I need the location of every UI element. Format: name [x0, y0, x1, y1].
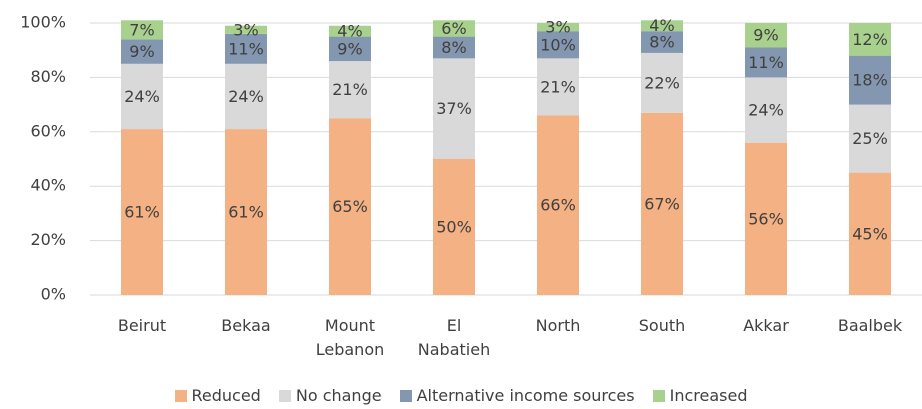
data-label: 11%	[228, 39, 264, 58]
data-label: 24%	[124, 87, 160, 106]
data-label: 12%	[852, 30, 888, 49]
y-tick-label: 20%	[30, 230, 66, 249]
y-tick-label: 0%	[41, 285, 66, 304]
bar-segment	[849, 23, 891, 56]
bar-segment	[121, 63, 163, 130]
bar-segment	[433, 36, 475, 59]
data-label: 11%	[748, 53, 784, 72]
bar-segment	[849, 55, 891, 105]
bar-segment	[641, 31, 683, 53]
bar-segment	[329, 36, 371, 62]
bar-segment	[121, 129, 163, 295]
legend-swatch	[174, 389, 187, 402]
legend-label: Alternative income sources	[416, 386, 635, 405]
bar-segment	[225, 63, 267, 130]
bar-segment	[329, 61, 371, 119]
data-label: 9%	[753, 26, 778, 45]
bar-segment	[329, 118, 371, 295]
bar-segment	[641, 20, 683, 32]
legend-label: No change	[295, 386, 382, 405]
data-label: 9%	[337, 39, 362, 58]
bar-segment	[641, 112, 683, 295]
legend-label: Increased	[669, 386, 748, 405]
y-tick-label: 60%	[30, 121, 66, 140]
x-tick-label: Bekaa	[221, 316, 271, 335]
y-tick-label: 40%	[30, 176, 66, 195]
data-label: 45%	[852, 224, 888, 243]
data-label: 65%	[332, 197, 368, 216]
data-label: 50%	[436, 218, 472, 237]
data-label: 61%	[124, 203, 160, 222]
bar-segment	[329, 25, 371, 37]
data-label: 7%	[129, 20, 154, 39]
data-label: 21%	[332, 80, 368, 99]
bar-segment	[225, 129, 267, 295]
bar-segment	[225, 33, 267, 64]
data-label: 9%	[129, 42, 154, 61]
data-label: 61%	[228, 203, 264, 222]
data-label: 10%	[540, 35, 576, 54]
bar-segment	[537, 115, 579, 295]
bar-segment	[745, 47, 787, 78]
bar-segment	[121, 20, 163, 40]
y-tick-label: 80%	[30, 67, 66, 86]
data-label: 8%	[649, 33, 674, 52]
legend-item: Increased	[652, 386, 748, 405]
bar-segment	[225, 25, 267, 34]
legend-swatch	[652, 389, 665, 402]
bar-segment	[745, 77, 787, 143]
legend-swatch	[399, 389, 412, 402]
x-tick-label: North	[535, 316, 581, 335]
data-label: 56%	[748, 209, 784, 228]
bar-segment	[537, 23, 579, 32]
bar-segment	[745, 142, 787, 295]
bar-segment	[121, 39, 163, 64]
data-label: 24%	[748, 101, 784, 120]
x-tick-label: El Nabatieh	[417, 316, 491, 359]
data-label: 4%	[337, 22, 362, 41]
legend-swatch	[278, 389, 291, 402]
data-label: 4%	[649, 16, 674, 35]
bar-segment	[433, 159, 475, 295]
data-label: 3%	[545, 18, 570, 37]
data-label: 3%	[233, 20, 258, 39]
legend-item: No change	[278, 386, 382, 405]
data-label: 21%	[540, 77, 576, 96]
bar-segment	[849, 172, 891, 295]
bar-segment	[849, 104, 891, 173]
bar-segment	[537, 58, 579, 116]
x-tick-label: Baalbek	[837, 316, 903, 335]
data-label: 22%	[644, 73, 680, 92]
data-label: 37%	[436, 99, 472, 118]
x-tick-label: South	[638, 316, 686, 335]
legend-label: Reduced	[191, 386, 261, 405]
x-tick-label: Beirut	[117, 316, 167, 335]
bar-segment	[433, 20, 475, 37]
data-label: 67%	[644, 194, 680, 213]
x-tick-label: Akkar	[743, 316, 789, 335]
x-tick-label: Mount Lebanon	[315, 316, 385, 359]
legend: Reduced No change Alternative income sourc…	[0, 386, 922, 405]
data-label: 25%	[852, 129, 888, 148]
bar-segment	[641, 52, 683, 113]
data-label: 24%	[228, 87, 264, 106]
legend-item: Reduced	[174, 386, 261, 405]
y-tick-label: 100%	[20, 13, 66, 32]
data-label: 6%	[441, 19, 466, 38]
bar-segment	[745, 23, 787, 48]
bar-segment	[433, 58, 475, 159]
bar-segment	[537, 31, 579, 59]
data-label: 18%	[852, 71, 888, 90]
data-label: 8%	[441, 38, 466, 57]
legend-item: Alternative income sources	[399, 386, 635, 405]
data-label: 66%	[540, 196, 576, 215]
